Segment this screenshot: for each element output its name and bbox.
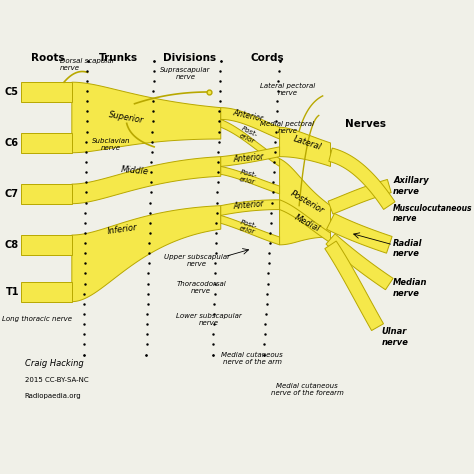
Text: Upper subscapular
nerve: Upper subscapular nerve: [164, 254, 230, 267]
Text: Nerves: Nerves: [345, 119, 386, 129]
Text: Cords: Cords: [251, 53, 284, 63]
Polygon shape: [280, 127, 330, 166]
Polygon shape: [21, 184, 72, 204]
Polygon shape: [221, 147, 280, 166]
Polygon shape: [21, 282, 72, 301]
Text: Anterior: Anterior: [232, 108, 264, 123]
Text: Medial pectoral
nerve: Medial pectoral nerve: [260, 121, 314, 134]
Polygon shape: [328, 180, 391, 214]
Polygon shape: [221, 108, 280, 139]
Polygon shape: [280, 200, 330, 243]
Text: Middle: Middle: [120, 164, 149, 176]
Polygon shape: [221, 119, 280, 166]
Text: Trunks: Trunks: [99, 53, 138, 63]
Polygon shape: [221, 166, 280, 194]
Text: Inferior: Inferior: [107, 223, 138, 236]
Text: Anterior: Anterior: [232, 200, 264, 211]
Text: C5: C5: [5, 87, 19, 97]
Text: T1: T1: [5, 287, 19, 297]
Text: Radiopaedia.org: Radiopaedia.org: [25, 392, 82, 399]
Polygon shape: [327, 213, 392, 253]
Text: Anterior: Anterior: [232, 153, 264, 164]
Text: Radial
nerve: Radial nerve: [393, 239, 423, 258]
Text: Dorsal scapular
nerve: Dorsal scapular nerve: [60, 58, 115, 71]
Polygon shape: [72, 156, 221, 204]
Polygon shape: [329, 148, 395, 210]
Text: C8: C8: [5, 240, 19, 250]
Text: Post-
erior: Post- erior: [237, 126, 259, 145]
Polygon shape: [72, 206, 221, 301]
Text: 2015 CC-BY-SA-NC: 2015 CC-BY-SA-NC: [25, 377, 89, 383]
Polygon shape: [21, 133, 72, 153]
Text: Posterior: Posterior: [289, 189, 326, 215]
Polygon shape: [221, 200, 280, 216]
Text: Post-
erior: Post- erior: [238, 219, 258, 236]
Text: Medial cutaneous
nerve of the forearm: Medial cutaneous nerve of the forearm: [271, 383, 344, 396]
Text: Superior: Superior: [109, 110, 145, 125]
Polygon shape: [21, 82, 72, 102]
Text: Suprascapular
nerve: Suprascapular nerve: [160, 67, 211, 80]
Text: Axillary
nerve: Axillary nerve: [393, 176, 429, 196]
Polygon shape: [72, 82, 221, 153]
Polygon shape: [221, 216, 280, 245]
Text: Lower subscapular
nerve: Lower subscapular nerve: [176, 313, 242, 326]
Text: Lateral: Lateral: [292, 134, 322, 152]
Polygon shape: [21, 235, 72, 255]
Text: Subclavian
nerve: Subclavian nerve: [92, 138, 130, 151]
Text: Ulnar
nerve: Ulnar nerve: [382, 327, 408, 346]
Text: Long thoracic nerve: Long thoracic nerve: [1, 316, 72, 322]
Text: Medial: Medial: [292, 213, 321, 234]
Text: Craig Hacking: Craig Hacking: [25, 359, 83, 368]
Text: C6: C6: [5, 138, 19, 148]
Text: C7: C7: [5, 189, 19, 199]
Text: Lateral pectoral
nerve: Lateral pectoral nerve: [260, 83, 315, 96]
Text: Thoracodorsal
nerve: Thoracodorsal nerve: [176, 282, 226, 294]
Text: Divisions: Divisions: [163, 53, 216, 63]
Text: Post-
erior: Post- erior: [238, 169, 258, 186]
Polygon shape: [326, 234, 393, 290]
Text: Median
nerve: Median nerve: [393, 278, 428, 298]
Polygon shape: [280, 159, 330, 245]
Polygon shape: [325, 241, 383, 330]
Text: Medial cutaneous
nerve of the arm: Medial cutaneous nerve of the arm: [221, 352, 283, 365]
Text: Musculocutaneous
nerve: Musculocutaneous nerve: [393, 204, 473, 223]
Text: Roots: Roots: [31, 53, 65, 63]
